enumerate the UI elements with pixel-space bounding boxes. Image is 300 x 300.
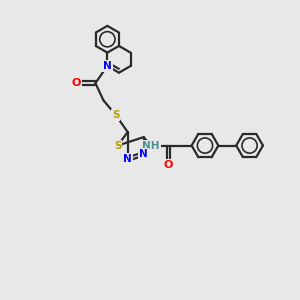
Text: S: S xyxy=(114,140,122,151)
Text: N: N xyxy=(103,61,112,71)
Text: NH: NH xyxy=(142,140,160,151)
Text: O: O xyxy=(72,78,81,88)
Text: O: O xyxy=(164,160,173,170)
Text: N: N xyxy=(123,154,132,164)
Text: S: S xyxy=(112,110,119,120)
Text: N: N xyxy=(103,61,112,71)
Text: N: N xyxy=(139,149,148,159)
